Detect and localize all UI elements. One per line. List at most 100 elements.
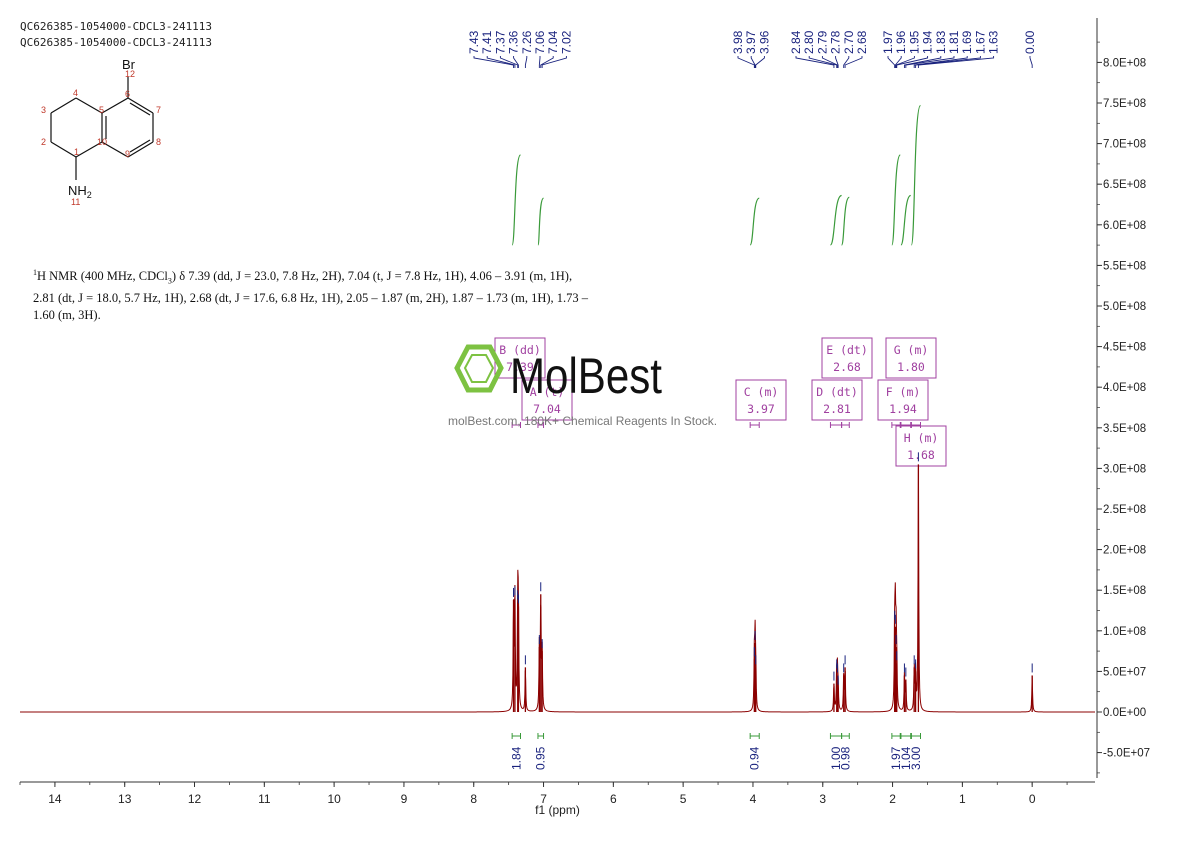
peak-label-23: 1.69 [960, 30, 974, 54]
integral-curve-0 [511, 154, 522, 246]
peak-label-11: 2.84 [789, 30, 803, 54]
integral-value-3: 1.00 [829, 746, 843, 770]
x-tick-label-7: 7 [540, 792, 547, 806]
peak-label-25: 1.63 [987, 30, 1001, 54]
peak-label-5: 7.06 [533, 30, 547, 54]
peak-label-18: 1.96 [894, 30, 908, 54]
x-tick-label-8: 8 [470, 792, 477, 806]
peak-tick-layer [513, 452, 1033, 685]
integral-value-5: 1.97 [889, 746, 903, 770]
peak-label-6: 7.04 [546, 30, 560, 54]
spectrum-layer [20, 464, 1095, 713]
peak-label-leader-6 [540, 56, 554, 68]
multiplet-title-B: B (dd) [499, 343, 541, 357]
x-tick-label-2: 2 [889, 792, 896, 806]
multiplet-title-H: H (m) [904, 431, 939, 445]
peak-label-layer: 7.43 7.41 7.37 7.36 7.26 7.06 7.04 7.02 3.98 3.97… [467, 30, 1037, 68]
peak-label-7: 7.02 [559, 30, 573, 54]
x-axis-label: f1 (ppm) [535, 803, 580, 817]
peak-label-20: 1.94 [921, 30, 935, 54]
atom-number-8: 8 [156, 137, 161, 147]
multiplet-shift-G: 1.80 [897, 360, 925, 374]
peak-label-2: 7.37 [493, 30, 507, 54]
integral-value-4: 0.98 [838, 746, 852, 770]
peak-label-leader-3 [513, 56, 519, 68]
peak-label-leader-5 [538, 56, 541, 68]
multiplet-title-G: G (m) [894, 343, 929, 357]
peak-label-13: 2.79 [815, 30, 829, 54]
peak-label-leader-16 [844, 56, 863, 68]
integral-value-1: 0.95 [534, 746, 548, 770]
axes-layer: 14 13 12 11 10 9 8 7 6 5 4 3 2 1 0f1 (ppm)-5.0E+070.0E… [19, 18, 1150, 817]
multiplet-shift-A: 7.04 [533, 402, 561, 416]
peak-label-17: 1.97 [881, 30, 895, 54]
atom-number-2: 2 [41, 137, 46, 147]
peak-label-leader-8 [737, 56, 755, 68]
y-tick-label-15: 7.0E+08 [1103, 139, 1146, 151]
multiplet-box-D [811, 379, 863, 421]
multiplet-shift-B: 7.39 [506, 360, 534, 374]
multiplet-box-C [735, 379, 787, 421]
y-tick-label-14: 6.5E+08 [1103, 179, 1146, 191]
multiplet-shift-C: 3.97 [747, 402, 775, 416]
watermark-hexagon-inner [463, 354, 495, 383]
x-tick-label-13: 13 [118, 792, 132, 806]
peak-label-leader-23 [913, 56, 968, 68]
multiplet-title-C: C (m) [744, 385, 779, 399]
integral-value-7: 3.00 [909, 746, 923, 770]
peak-label-26: 0.00 [1023, 30, 1037, 54]
x-tick-label-14: 14 [48, 792, 62, 806]
multiplet-shift-E: 2.68 [833, 360, 861, 374]
watermark-brand: MolBest [510, 348, 662, 404]
peak-label-10: 3.96 [757, 30, 771, 54]
peak-label-leader-15 [843, 56, 850, 68]
peak-label-leader-20 [896, 56, 929, 68]
integral-curve-5 [891, 154, 901, 246]
y-tick-label-6: 2.5E+08 [1103, 504, 1146, 516]
multiplet-shift-D: 2.81 [823, 402, 851, 416]
atom-number-6: 6 [125, 89, 130, 99]
x-tick-label-3: 3 [819, 792, 826, 806]
integral-bar-layer: 1.84 0.95 0.94 1.000.98 1.971.043.00 [509, 733, 923, 770]
multiplet-box-E [821, 337, 873, 379]
peak-label-0: 7.43 [467, 30, 481, 54]
multiplet-title-D: D (dt) [816, 385, 858, 399]
atom-number-9: 9 [125, 149, 130, 159]
y-tick-label-13: 6.0E+08 [1103, 220, 1146, 232]
bromine-label: Br [122, 57, 136, 72]
integral-curve-2 [749, 197, 760, 246]
atom-number-12: 12 [125, 69, 135, 79]
integral-curve-1 [537, 197, 545, 246]
y-tick-label-3: 1.0E+08 [1103, 626, 1146, 638]
y-tick-label-17: 8.0E+08 [1103, 57, 1146, 69]
integral-curve-7 [910, 104, 922, 246]
peak-label-leader-13 [821, 56, 838, 68]
x-tick-label-9: 9 [401, 792, 408, 806]
amine-label-subscript: 2 [87, 190, 92, 200]
nmr-description: 1H NMR (400 MHz, CDCl3) δ 7.39 (dd, J = … [33, 264, 593, 324]
atom-number-4: 4 [73, 88, 78, 98]
nmr-superscript: 1 [33, 268, 37, 277]
peak-label-leader-11 [795, 56, 835, 68]
peak-label-leader-26 [1029, 56, 1033, 68]
peak-label-leader-0 [473, 56, 514, 68]
peak-label-9: 3.97 [744, 30, 758, 54]
sample-id-line-2: QC626385-1054000-CDCL3-241113 [20, 36, 213, 49]
nmr-description-rest: ) δ 7.39 (dd, J = 23.0, 7.8 Hz, 2H), 7.0… [33, 269, 589, 322]
integral-curve-layer [511, 104, 922, 246]
peak-label-leader-1 [486, 56, 516, 68]
peak-label-leader-2 [499, 56, 519, 68]
peak-label-16: 2.68 [855, 30, 869, 54]
x-tick-label-10: 10 [327, 792, 341, 806]
atom-number-5: 5 [99, 105, 104, 115]
multiplet-title-E: E (dt) [826, 343, 868, 357]
multiplet-box-F [877, 379, 929, 421]
molecule-structure: Br NH2 1 2 3 4 5 6 7 8 9 10 11 12 [41, 57, 161, 207]
integral-value-0: 1.84 [509, 746, 523, 770]
multiplet-title-F: F (m) [886, 385, 921, 399]
multiplet-box-B [494, 337, 546, 379]
atom-number-7: 7 [156, 105, 161, 115]
amine-label: NH2 [68, 183, 92, 200]
peak-label-14: 2.78 [829, 30, 843, 54]
watermark-tagline: molBest.com, 180K+ Chemical Reagents In … [448, 414, 717, 428]
